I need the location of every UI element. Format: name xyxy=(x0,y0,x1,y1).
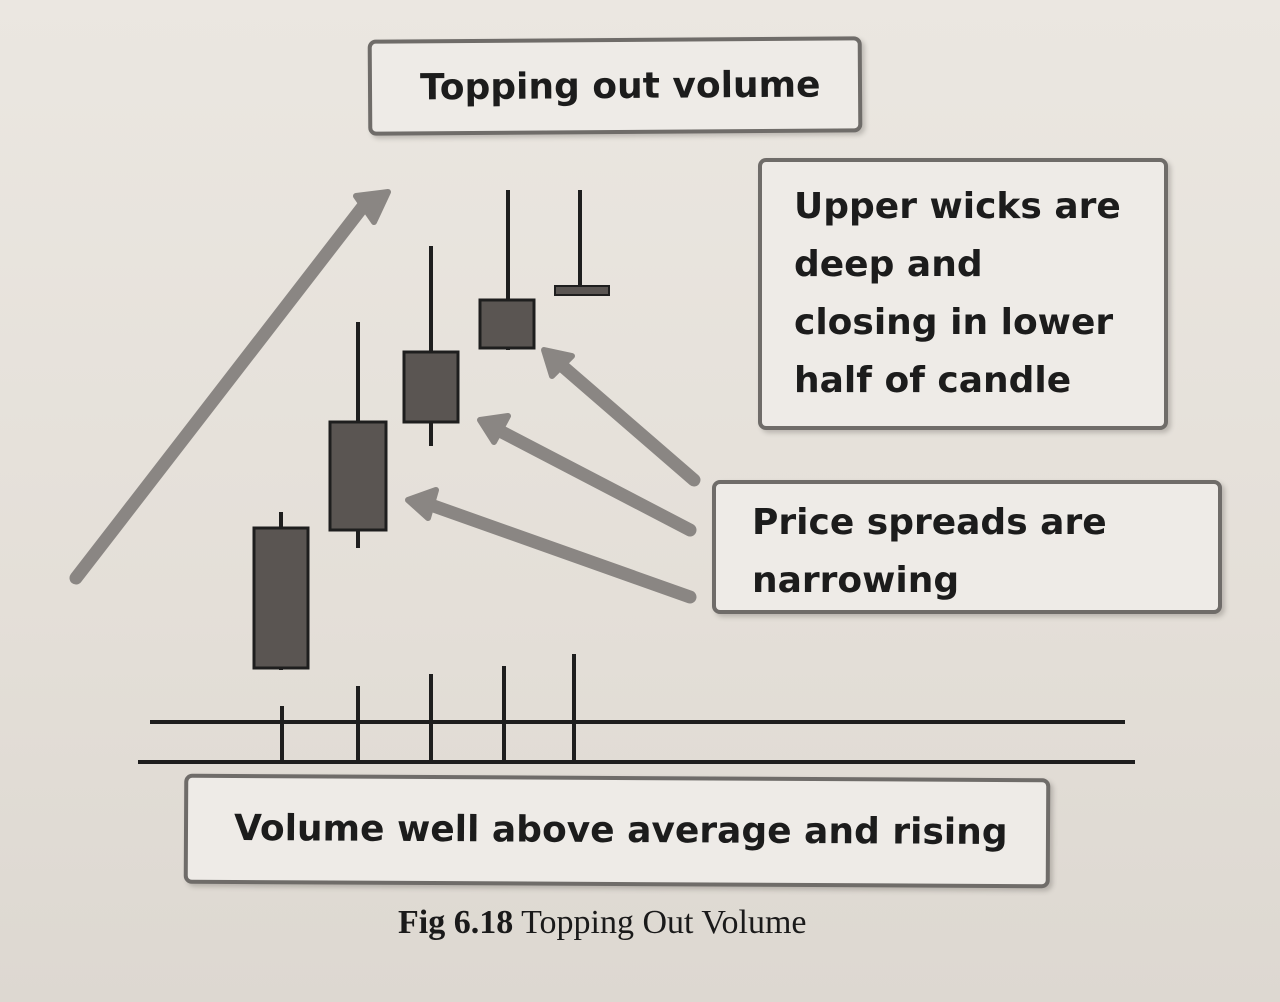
figure-caption: Fig 6.18 Topping Out Volume xyxy=(398,904,807,942)
candle-5 xyxy=(554,190,610,296)
spreads-line-2: narrowing xyxy=(752,560,960,601)
volume-panel xyxy=(138,654,1135,764)
wicks-label-box: Upper wicks are deep and closing in lowe… xyxy=(758,158,1168,430)
wicks-line-4: half of candle xyxy=(794,360,1072,401)
figure-title: Topping Out Volume xyxy=(521,904,807,941)
title-label-box: Topping out volume xyxy=(367,36,863,136)
candlesticks xyxy=(252,190,610,670)
wick-arrow xyxy=(553,357,701,487)
uptrend-arrow xyxy=(69,193,375,585)
spread-arrow-1 xyxy=(421,497,697,604)
spreads-line-1: Price spreads are xyxy=(752,502,1107,543)
spread-arrow-2 xyxy=(491,423,697,537)
trend-arrows xyxy=(69,189,701,604)
spread-arrow-1-head xyxy=(405,487,439,521)
uptrend-arrowhead xyxy=(353,189,391,225)
wick-arrowhead xyxy=(541,347,575,379)
volume-label: Volume well above average and rising xyxy=(233,807,1008,854)
wicks-line-2: deep and xyxy=(794,244,983,285)
figure-number: Fig 6.18 xyxy=(398,904,514,941)
spread-arrow-2-head xyxy=(477,413,511,445)
candle-4 xyxy=(478,190,536,350)
candle-1 xyxy=(252,512,310,670)
title-label: Topping out volume xyxy=(419,64,821,109)
wicks-line-1: Upper wicks are xyxy=(794,186,1121,227)
spreads-label-box: Price spreads are narrowing xyxy=(712,480,1222,614)
wicks-line-3: closing in lower xyxy=(794,302,1114,343)
volume-label-box: Volume well above average and rising xyxy=(183,773,1051,889)
candle-2 xyxy=(328,322,388,548)
candle-3 xyxy=(402,246,460,446)
